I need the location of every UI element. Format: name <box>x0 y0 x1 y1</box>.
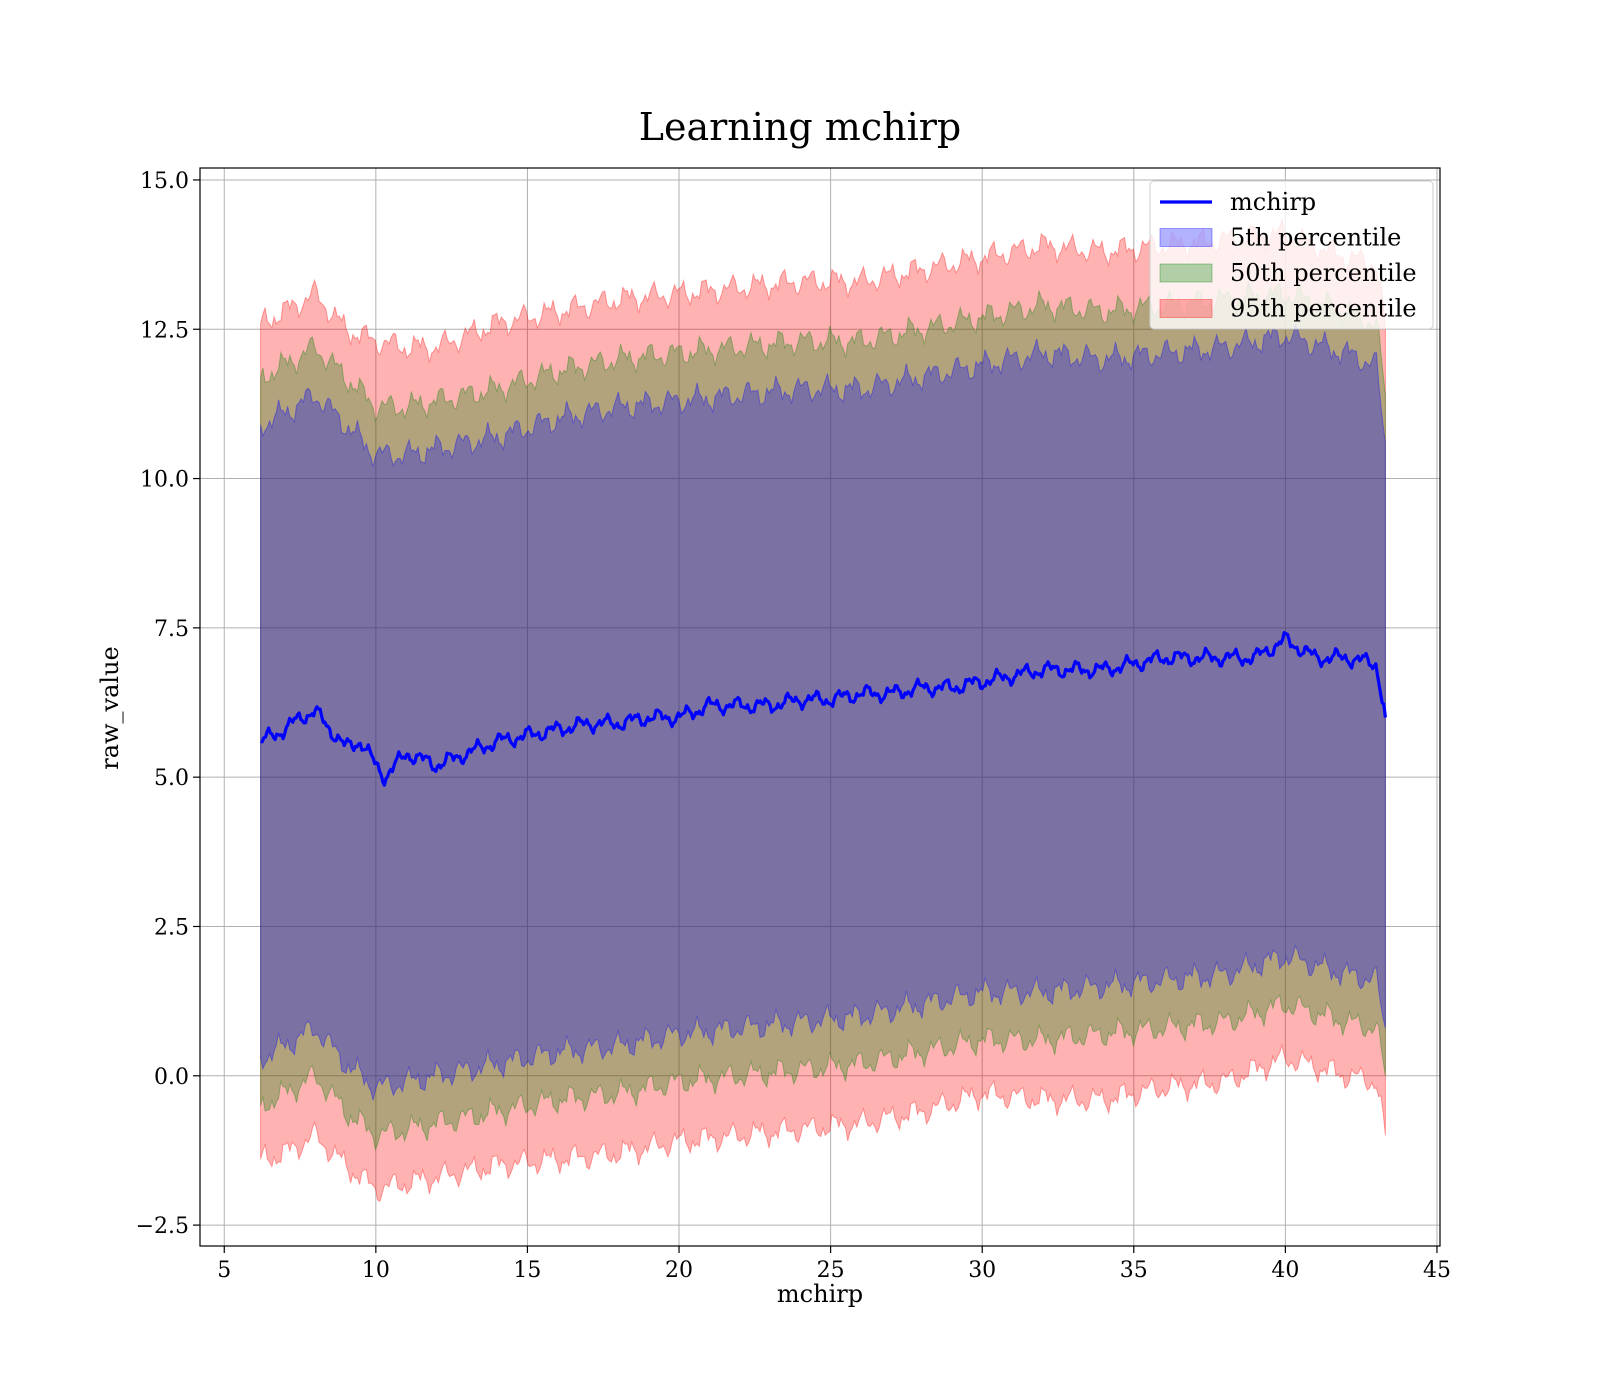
legend-swatch-patch <box>1159 299 1213 318</box>
legend-swatch-patch <box>1159 263 1213 283</box>
x-tick-label: 5 <box>217 1258 231 1283</box>
series-line-mchirp <box>260 631 1387 787</box>
legend-label: mchirp <box>1230 188 1316 216</box>
legend-label: 95th percentile <box>1230 295 1417 323</box>
band-50th-percentile <box>260 281 1386 1152</box>
band-5th-percentile <box>260 323 1386 1101</box>
x-tick-label: 35 <box>1120 1258 1148 1283</box>
x-tick-label: 25 <box>817 1258 845 1283</box>
y-tick-label: 7.5 <box>154 617 189 642</box>
y-tick-label: −2.5 <box>136 1214 189 1239</box>
y-tick-label: 0.0 <box>154 1065 189 1090</box>
series-lines <box>260 631 1387 787</box>
y-tick-label: 2.5 <box>154 915 189 940</box>
x-axis-label: mchirp <box>777 1280 863 1308</box>
y-tick-label: 10.0 <box>140 468 189 493</box>
legend: mchirp 5th percentile 50th percentile 95th … <box>1149 180 1434 330</box>
y-axis-ticks: −2.5 0.0 2.5 5.0 7.5 10.0 12.5 15.0 <box>136 169 200 1239</box>
x-tick-label: 15 <box>513 1258 541 1283</box>
y-axis-label: raw_value <box>96 646 124 770</box>
band-95th-percentile <box>260 218 1386 1203</box>
y-tick-label: 12.5 <box>140 318 189 343</box>
plot-frame <box>199 167 1441 1247</box>
x-tick-label: 30 <box>968 1258 996 1283</box>
y-tick-label: 15.0 <box>140 169 189 194</box>
x-tick-label: 40 <box>1271 1258 1299 1283</box>
percentile-bands <box>260 218 1386 1203</box>
legend-label: 50th percentile <box>1230 259 1417 287</box>
x-tick-label: 45 <box>1423 1258 1451 1283</box>
legend-swatch-patch <box>1159 228 1213 247</box>
chart-title: Learning mchirp <box>639 105 961 149</box>
x-axis-ticks: 5 10 15 20 25 30 35 40 45 <box>217 1246 1451 1283</box>
x-tick-label: 20 <box>665 1258 693 1283</box>
y-tick-label: 5.0 <box>154 766 189 791</box>
x-tick-label: 10 <box>362 1258 390 1283</box>
legend-label: 5th percentile <box>1230 224 1401 252</box>
legend-box <box>1149 180 1434 330</box>
grid <box>200 168 1440 1246</box>
